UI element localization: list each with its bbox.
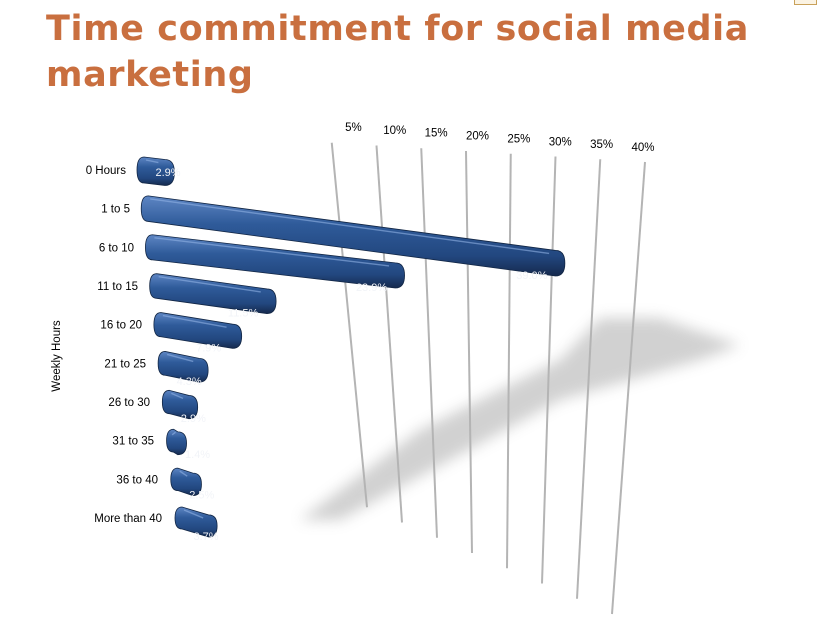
category-label: 31 to 35 (112, 436, 154, 448)
data-label: 1.4% (185, 449, 210, 461)
bar (166, 428, 187, 456)
x-tick-label: 35% (590, 139, 613, 151)
gridline (611, 161, 646, 615)
data-label: 7.9% (196, 342, 221, 354)
bar (170, 467, 202, 497)
x-tick-label: 5% (345, 122, 362, 134)
gridline (465, 150, 473, 554)
bar-highlight (166, 353, 194, 363)
x-tick-label: 40% (631, 142, 654, 154)
bar-highlight (171, 392, 184, 400)
x-tick-label: 15% (425, 128, 448, 140)
category-label: 16 to 20 (100, 320, 142, 332)
bar (149, 273, 277, 314)
data-label: 2.5% (189, 490, 214, 502)
x-tick-label: 25% (507, 133, 530, 145)
bar-highlight (154, 237, 390, 267)
bar-highlight (145, 159, 159, 164)
data-label: 3.7% (193, 531, 218, 543)
gridline (375, 145, 403, 523)
x-tick-label: 10% (383, 125, 406, 137)
y-axis-label: Weekly Hours (51, 320, 63, 392)
bar-highlight (183, 509, 204, 519)
gridline (330, 142, 368, 508)
gridline (506, 153, 512, 569)
x-tick-label: 30% (549, 136, 572, 148)
category-label: 21 to 25 (104, 358, 146, 370)
data-label: 4.3% (177, 376, 202, 388)
data-label: 23.9% (356, 282, 387, 294)
gridlines (330, 142, 646, 615)
bar (136, 156, 175, 186)
bar (140, 195, 566, 277)
bar-highlight (162, 314, 227, 328)
category-label: 0 Hours (86, 165, 127, 177)
bar (174, 506, 218, 538)
category-label: 1 to 5 (101, 204, 130, 216)
bar (153, 312, 243, 349)
category-label: 11 to 15 (97, 281, 138, 293)
labels: 5% 10% 15% 20% 25% 30% 35% 40% Weekly Hours More … (51, 122, 655, 543)
category-label: More than 40 (94, 513, 162, 525)
bar-highlight (179, 470, 188, 477)
bar (157, 351, 209, 383)
x-tick-label: 20% (466, 131, 489, 143)
category-label: 26 to 30 (108, 397, 150, 409)
bar (145, 234, 405, 289)
data-label: 11.5% (228, 308, 259, 320)
chart-title: Time commitment for social media marketi… (46, 9, 749, 95)
bars (136, 156, 566, 538)
data-label: 2.9% (181, 413, 206, 425)
bar-highlight (150, 198, 550, 255)
bar-highlight (171, 431, 176, 436)
gridline (541, 156, 557, 584)
gridline (420, 148, 438, 538)
gridline (576, 159, 602, 599)
data-label: 2.9% (155, 167, 180, 179)
bar (161, 389, 199, 420)
bar-highlight (158, 275, 261, 293)
category-label: 36 to 40 (116, 474, 158, 486)
category-label: 6 to 10 (99, 242, 134, 254)
data-label: 39.0% (516, 270, 547, 282)
